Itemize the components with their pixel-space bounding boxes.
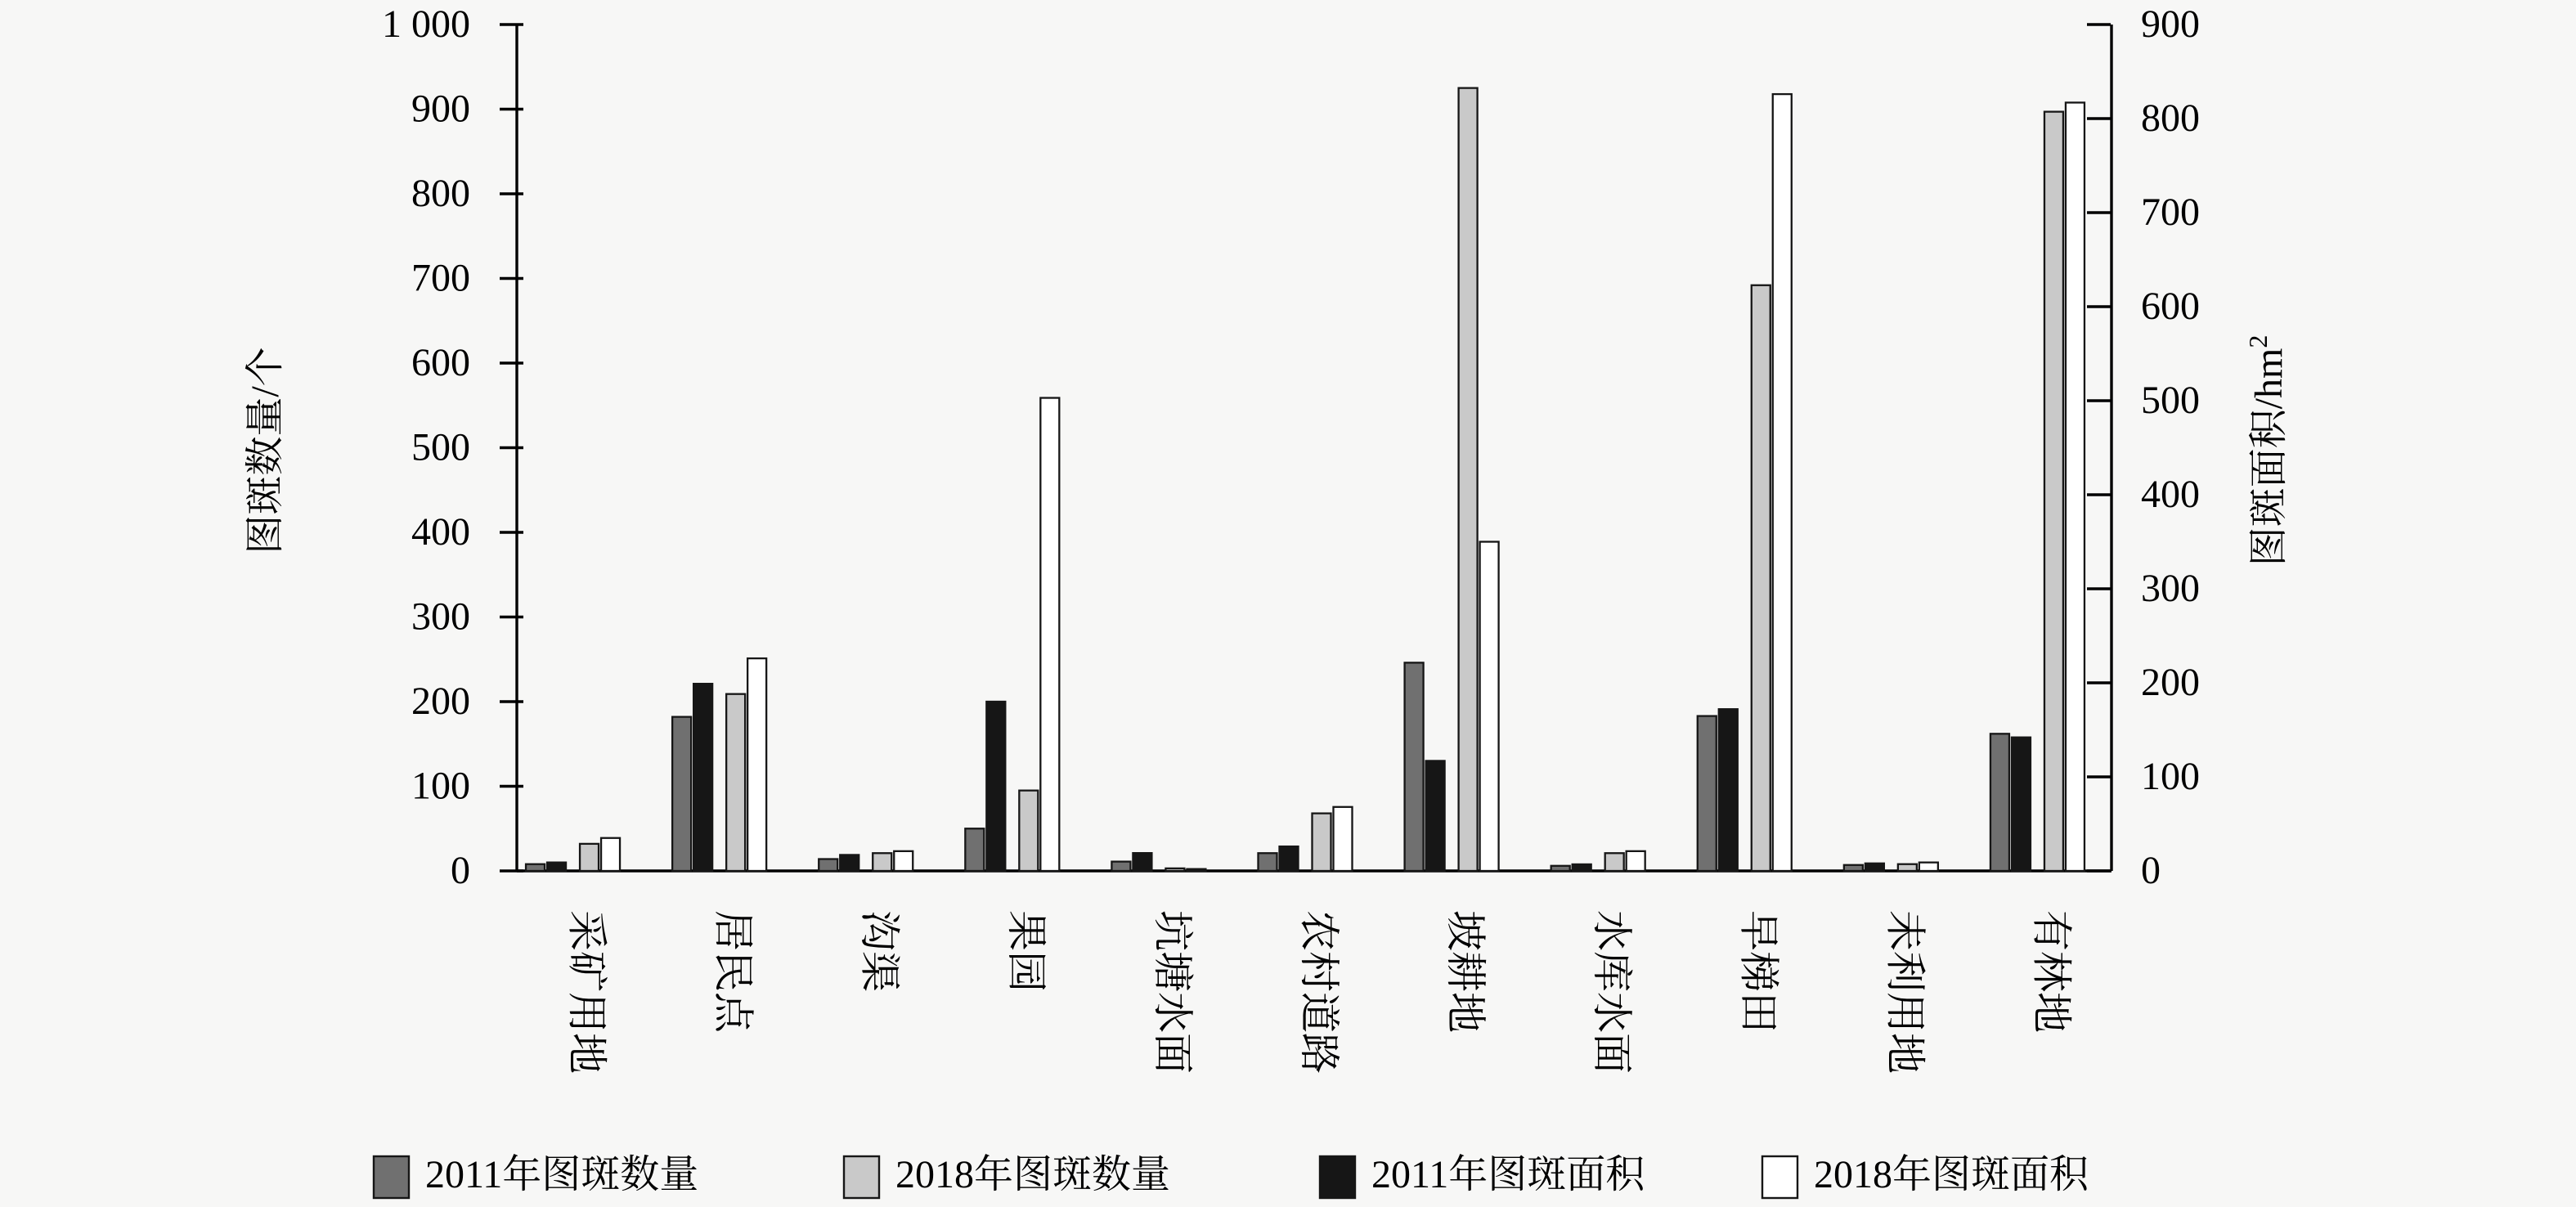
svg-text:采矿用地: 采矿用地: [564, 910, 610, 1074]
svg-text:图斑数量/个: 图斑数量/个: [244, 347, 287, 554]
svg-text:700: 700: [2141, 191, 2200, 234]
svg-text:400: 400: [2141, 473, 2200, 516]
svg-text:2018年图斑面积: 2018年图斑面积: [1814, 1153, 2089, 1196]
svg-text:早梯田: 早梯田: [1735, 910, 1781, 1033]
svg-text:900: 900: [411, 87, 470, 131]
svg-text:300: 300: [2141, 567, 2200, 610]
svg-text:700: 700: [411, 257, 470, 300]
svg-text:有林地: 有林地: [2028, 910, 2074, 1033]
svg-text:2011年图斑面积: 2011年图斑面积: [1371, 1153, 1645, 1196]
svg-text:2018年图斑数量: 2018年图斑数量: [895, 1153, 1170, 1196]
svg-text:0: 0: [451, 849, 470, 892]
svg-text:2011年图斑数量: 2011年图斑数量: [425, 1153, 698, 1196]
svg-text:300: 300: [411, 595, 470, 639]
svg-text:果园: 果园: [1003, 910, 1049, 992]
svg-text:500: 500: [2141, 379, 2200, 422]
svg-text:居民点: 居民点: [711, 910, 756, 1034]
svg-text:500: 500: [411, 426, 470, 469]
svg-text:沟渠: 沟渠: [857, 910, 903, 992]
svg-text:未利用地: 未利用地: [1882, 910, 1928, 1074]
svg-text:图斑面积/hm2: 图斑面积/hm2: [2243, 335, 2291, 567]
svg-text:400: 400: [411, 510, 470, 554]
svg-text:200: 200: [2141, 661, 2200, 704]
svg-text:坑塘水面: 坑塘水面: [1150, 910, 1196, 1074]
svg-text:800: 800: [2141, 96, 2200, 140]
svg-text:200: 200: [411, 680, 470, 723]
svg-text:600: 600: [411, 341, 470, 384]
svg-text:900: 900: [2141, 2, 2200, 46]
svg-text:100: 100: [2141, 755, 2200, 798]
svg-text:1 000: 1 000: [382, 2, 470, 46]
svg-text:0: 0: [2141, 849, 2161, 892]
svg-text:农村道路: 农村道路: [1296, 910, 1342, 1074]
svg-text:坡耕地: 坡耕地: [1443, 910, 1488, 1033]
svg-text:600: 600: [2141, 285, 2200, 328]
svg-text:100: 100: [411, 765, 470, 808]
svg-text:水库水面: 水库水面: [1589, 910, 1635, 1074]
svg-text:800: 800: [411, 172, 470, 215]
